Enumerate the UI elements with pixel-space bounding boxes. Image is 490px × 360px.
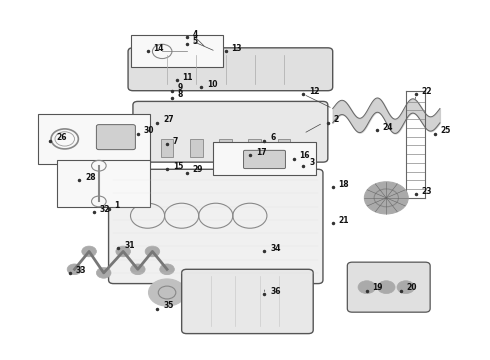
Circle shape: [148, 279, 186, 306]
Circle shape: [160, 264, 174, 275]
FancyBboxPatch shape: [133, 102, 328, 162]
Circle shape: [377, 281, 395, 294]
Text: 26: 26: [56, 133, 67, 142]
Text: 33: 33: [75, 266, 86, 275]
FancyBboxPatch shape: [57, 160, 150, 207]
Text: 5: 5: [193, 37, 197, 46]
Circle shape: [97, 267, 111, 278]
Circle shape: [397, 281, 415, 294]
Bar: [219, 139, 232, 157]
Text: 34: 34: [270, 244, 281, 253]
FancyBboxPatch shape: [347, 262, 430, 312]
Text: 16: 16: [299, 151, 310, 160]
FancyBboxPatch shape: [38, 114, 150, 164]
Circle shape: [358, 281, 375, 294]
FancyBboxPatch shape: [244, 150, 286, 168]
FancyBboxPatch shape: [213, 143, 316, 175]
Text: 13: 13: [231, 44, 242, 53]
Text: 15: 15: [173, 162, 183, 171]
FancyBboxPatch shape: [109, 169, 323, 284]
Bar: [248, 139, 261, 157]
FancyBboxPatch shape: [182, 269, 313, 334]
Text: 24: 24: [382, 123, 393, 132]
Text: 20: 20: [407, 283, 417, 292]
Text: 3: 3: [309, 158, 315, 167]
Text: 7: 7: [173, 137, 178, 146]
Text: 31: 31: [124, 240, 135, 249]
Text: 23: 23: [421, 187, 432, 196]
Text: 2: 2: [334, 116, 339, 125]
Text: 21: 21: [339, 216, 349, 225]
Text: 25: 25: [441, 126, 451, 135]
Text: 9: 9: [178, 83, 183, 92]
Text: 29: 29: [193, 166, 203, 175]
Bar: [278, 139, 290, 157]
Text: 1: 1: [115, 201, 120, 210]
FancyBboxPatch shape: [97, 125, 135, 150]
Text: 4: 4: [193, 30, 197, 39]
FancyBboxPatch shape: [128, 48, 333, 91]
Circle shape: [82, 246, 97, 257]
Text: 12: 12: [309, 87, 320, 96]
Text: 14: 14: [153, 44, 164, 53]
Text: 8: 8: [178, 90, 183, 99]
Bar: [161, 139, 173, 157]
Circle shape: [145, 246, 160, 257]
Text: 10: 10: [207, 80, 218, 89]
Text: 18: 18: [339, 180, 349, 189]
Circle shape: [67, 264, 82, 275]
Text: 36: 36: [270, 287, 281, 296]
Text: 30: 30: [144, 126, 154, 135]
Text: 27: 27: [163, 116, 174, 125]
FancyBboxPatch shape: [130, 35, 223, 67]
Circle shape: [116, 246, 130, 257]
Bar: [190, 139, 202, 157]
Circle shape: [365, 182, 408, 214]
Text: 32: 32: [100, 205, 110, 214]
Text: 17: 17: [256, 148, 267, 157]
Text: 11: 11: [183, 73, 193, 82]
Circle shape: [130, 264, 145, 275]
Text: 22: 22: [421, 87, 432, 96]
Text: 35: 35: [163, 301, 173, 310]
Text: 19: 19: [373, 283, 383, 292]
Text: 6: 6: [270, 133, 275, 142]
Text: 28: 28: [85, 173, 96, 182]
